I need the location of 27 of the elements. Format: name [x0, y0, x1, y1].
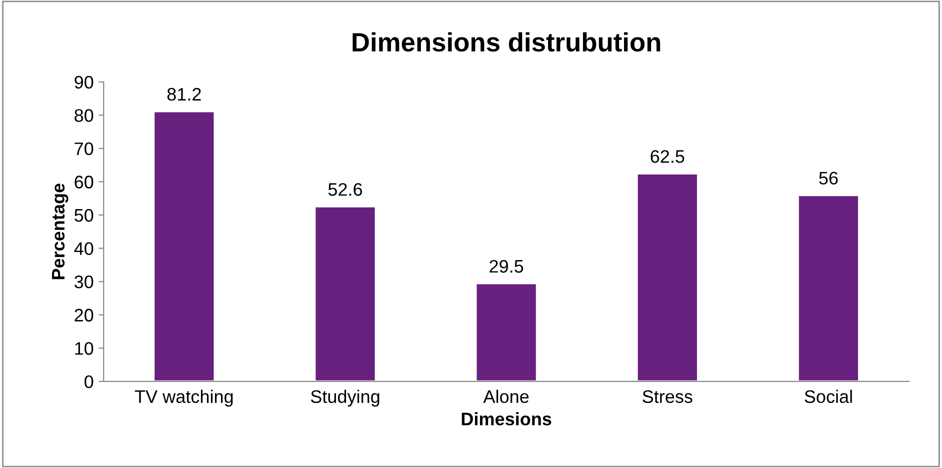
data-label: 81.2	[167, 88, 201, 101]
y-tick-label: 10	[75, 342, 94, 355]
bar	[474, 282, 538, 382]
data-label: 56	[819, 172, 838, 185]
y-tick-label: 0	[84, 375, 94, 388]
bar	[152, 110, 216, 382]
y-tick-label: 40	[74, 242, 94, 256]
x-axis-title: Dimesions	[462, 412, 552, 426]
y-tick-label: 30	[74, 276, 94, 288]
bar	[314, 205, 377, 382]
y-axis-title: Percentage	[52, 184, 68, 280]
data-label: 29.5	[490, 260, 524, 273]
y-tick-label: 50	[74, 208, 94, 222]
x-tick-label: TV watching	[134, 390, 233, 407]
y-tick-label: 80	[74, 109, 94, 122]
y-tick-label: 70	[74, 142, 94, 156]
y-tick-label: 20	[74, 308, 94, 322]
x-tick-label: Studying	[310, 390, 380, 407]
bar	[796, 194, 860, 382]
x-tick-label: Stress	[642, 390, 692, 404]
y-tick-label: 60	[74, 176, 94, 188]
chart-title: Dimensions distrubution	[352, 32, 660, 52]
x-tick-label: Alone	[483, 390, 529, 404]
data-label: 62.5	[650, 150, 684, 163]
y-tick-label: 90	[74, 76, 94, 89]
data-label: 52.6	[328, 183, 362, 196]
x-tick-label: Social	[804, 390, 852, 404]
